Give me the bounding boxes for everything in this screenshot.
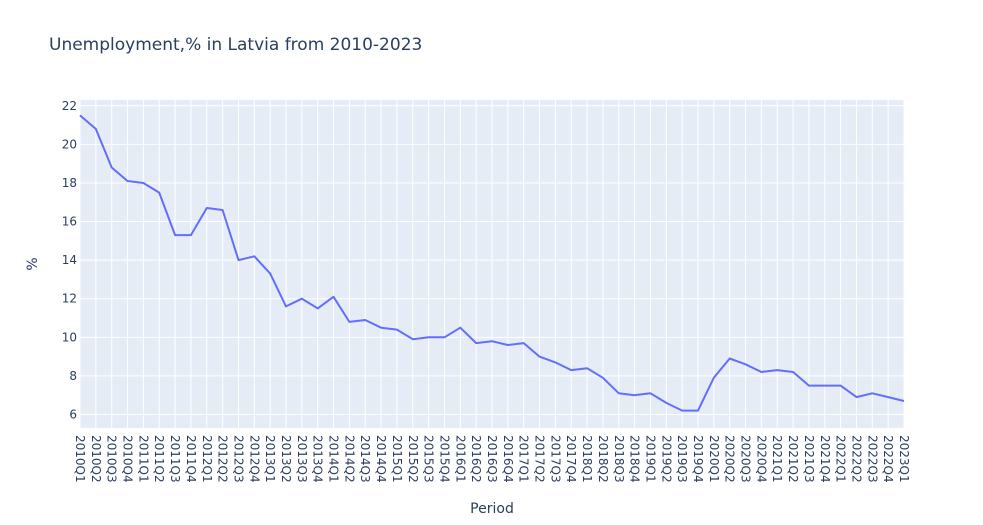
y-tick-label: 16 <box>62 215 77 229</box>
x-tick-label: 2017Q1 <box>517 435 531 483</box>
x-tick-label: 2015Q1 <box>390 435 404 483</box>
x-tick-label: 2018Q3 <box>612 435 626 483</box>
x-tick-label: 2010Q3 <box>105 435 119 483</box>
x-tick-label: 2018Q4 <box>628 435 642 483</box>
series-line <box>79 114 905 412</box>
x-tick-label: 2019Q1 <box>643 435 657 483</box>
x-tick-label: 2012Q2 <box>216 435 230 483</box>
x-tick-label: 2020Q4 <box>754 435 768 483</box>
x-tick-label: 2015Q3 <box>422 435 436 483</box>
y-tick-label: 22 <box>62 99 77 113</box>
x-tick-label: 2019Q3 <box>675 435 689 483</box>
x-tick-label: 2020Q1 <box>707 435 721 483</box>
x-tick-label: 2013Q4 <box>311 435 325 483</box>
x-tick-label: 2017Q3 <box>548 435 562 483</box>
y-tick-label: 8 <box>69 369 77 383</box>
x-tick-label: 2010Q2 <box>89 435 103 483</box>
y-tick-label: 6 <box>69 407 77 421</box>
x-tick-label: 2013Q1 <box>263 435 277 483</box>
x-tick-label: 2010Q4 <box>121 435 135 483</box>
x-tick-label: 2017Q4 <box>564 435 578 483</box>
x-tick-label: 2021Q3 <box>802 435 816 483</box>
x-tick-label: 2020Q3 <box>739 435 753 483</box>
x-tick-label: 2011Q3 <box>168 435 182 483</box>
x-tick-label: 2015Q2 <box>406 435 420 483</box>
x-tick-label: 2016Q4 <box>501 435 515 483</box>
x-tick-label: 2019Q2 <box>659 435 673 483</box>
x-tick-label: 2020Q2 <box>723 435 737 483</box>
x-tick-label: 2014Q1 <box>327 435 341 483</box>
y-axis: 6 8 10 12 14 16 18 20 22 <box>62 99 77 422</box>
x-tick-label: 2022Q2 <box>849 435 863 483</box>
x-tick-label: 2023Q1 <box>897 435 911 483</box>
x-tick-label: 2017Q2 <box>533 435 547 483</box>
chart-title: Unemployment,% in Latvia from 2010-2023 <box>49 35 422 55</box>
x-tick-label: 2015Q4 <box>437 435 451 483</box>
x-tick-label: 2019Q4 <box>691 435 705 483</box>
y-tick-label: 10 <box>62 330 77 344</box>
y-axis-title: % <box>25 257 41 270</box>
x-tick-label: 2021Q2 <box>786 435 800 483</box>
y-tick-label: 20 <box>62 137 77 151</box>
x-axis-title: Period <box>470 501 514 517</box>
x-tick-label: 2014Q3 <box>358 435 372 483</box>
x-tick-label: 2011Q2 <box>152 435 166 483</box>
x-tick-label: 2012Q4 <box>247 435 261 483</box>
x-tick-label: 2012Q3 <box>231 435 245 483</box>
y-tick-label: 18 <box>62 176 77 190</box>
gridlines <box>79 100 905 428</box>
x-tick-label: 2022Q1 <box>834 435 848 483</box>
x-tick-label: 2018Q2 <box>596 435 610 483</box>
y-tick-label: 12 <box>62 292 77 306</box>
x-axis: 2010Q1 2010Q2 2010Q3 2010Q4 2011Q1 2011Q2 2011… <box>73 435 911 483</box>
x-tick-label: 2016Q3 <box>485 435 499 483</box>
x-tick-label: 2022Q3 <box>865 435 879 483</box>
y-tick-label: 14 <box>62 253 77 267</box>
x-tick-label: 2021Q4 <box>818 435 832 483</box>
x-tick-label: 2011Q1 <box>136 435 150 483</box>
x-tick-label: 2016Q2 <box>469 435 483 483</box>
x-tick-label: 2014Q2 <box>342 435 356 483</box>
x-tick-label: 2013Q3 <box>295 435 309 483</box>
x-tick-label: 2016Q1 <box>453 435 467 483</box>
x-tick-label: 2021Q1 <box>770 435 784 483</box>
x-tick-label: 2014Q4 <box>374 435 388 483</box>
series-layer <box>79 114 905 412</box>
x-tick-label: 2011Q4 <box>184 435 198 483</box>
x-tick-label: 2022Q4 <box>881 435 895 483</box>
x-tick-label: 2013Q2 <box>279 435 293 483</box>
x-tick-label: 2018Q1 <box>580 435 594 483</box>
x-tick-label: 2010Q1 <box>73 435 87 483</box>
x-tick-label: 2012Q1 <box>200 435 214 483</box>
